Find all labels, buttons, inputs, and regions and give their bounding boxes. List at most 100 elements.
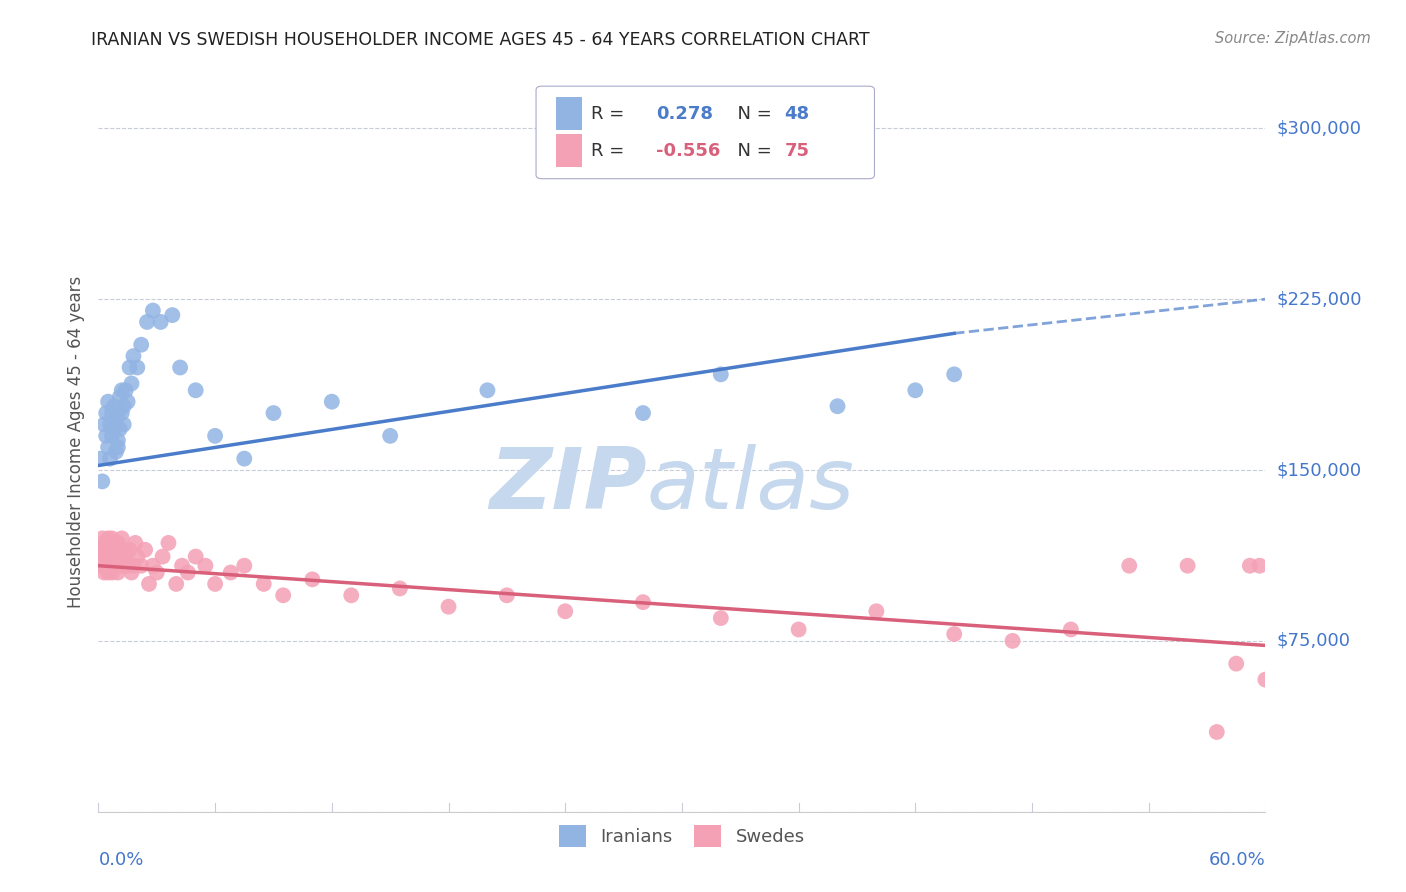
Point <box>129 337 152 351</box>
Point <box>91 532 114 546</box>
Point <box>121 566 143 580</box>
Point <box>1177 558 1199 573</box>
Point <box>114 384 136 398</box>
Point <box>97 532 120 546</box>
Text: N =: N = <box>727 142 772 160</box>
Point <box>112 399 135 413</box>
Text: 75: 75 <box>785 142 810 160</box>
Text: Source: ZipAtlas.com: Source: ZipAtlas.com <box>1215 31 1371 46</box>
Text: 60.0%: 60.0% <box>1209 851 1265 869</box>
Text: $150,000: $150,000 <box>1277 461 1361 479</box>
Point <box>943 627 966 641</box>
Point <box>107 549 129 564</box>
Point <box>91 554 114 568</box>
Point <box>380 429 402 443</box>
Point <box>943 368 966 382</box>
Point <box>904 384 927 398</box>
Point <box>93 566 115 580</box>
Point <box>1249 558 1271 573</box>
Point <box>98 536 121 550</box>
Point <box>142 303 165 318</box>
Legend: Iranians, Swedes: Iranians, Swedes <box>551 818 813 855</box>
Point <box>388 582 411 596</box>
Text: $75,000: $75,000 <box>1277 632 1351 650</box>
Point <box>96 406 118 420</box>
Point <box>117 394 139 409</box>
Point <box>91 475 114 489</box>
Point <box>93 549 115 564</box>
Point <box>96 429 118 443</box>
Point <box>162 308 184 322</box>
Point <box>107 434 129 448</box>
Point <box>98 417 121 432</box>
Point <box>101 429 124 443</box>
Point <box>1060 623 1083 637</box>
Point <box>865 604 887 618</box>
Point <box>1118 558 1140 573</box>
Point <box>1239 558 1261 573</box>
Point <box>101 542 124 557</box>
Point <box>134 542 156 557</box>
Point <box>122 349 145 363</box>
Point <box>104 444 127 458</box>
Text: R =: R = <box>591 104 636 122</box>
Text: 48: 48 <box>785 104 810 122</box>
Point <box>107 566 129 580</box>
Point <box>97 549 120 564</box>
Point <box>321 394 343 409</box>
Point <box>101 566 124 580</box>
Point <box>271 588 294 602</box>
Point <box>111 384 134 398</box>
Point <box>437 599 460 614</box>
Point <box>194 558 217 573</box>
Point <box>111 406 134 420</box>
Point <box>477 384 499 398</box>
Point <box>97 566 120 580</box>
Point <box>117 558 139 573</box>
Point <box>98 549 121 564</box>
Point <box>129 558 152 573</box>
Point <box>169 360 191 375</box>
Point <box>165 577 187 591</box>
FancyBboxPatch shape <box>536 87 875 178</box>
Point <box>97 440 120 454</box>
Text: 0.278: 0.278 <box>657 104 713 122</box>
Point <box>98 451 121 466</box>
Y-axis label: Householder Income Ages 45 - 64 years: Householder Income Ages 45 - 64 years <box>66 276 84 607</box>
Point <box>104 542 127 557</box>
Point <box>149 315 172 329</box>
Point <box>710 611 733 625</box>
Point <box>98 558 121 573</box>
Text: -0.556: -0.556 <box>657 142 721 160</box>
Point <box>97 394 120 409</box>
Point <box>112 558 135 573</box>
Point <box>114 549 136 564</box>
Point <box>136 315 159 329</box>
Point <box>219 566 242 580</box>
Point <box>103 549 125 564</box>
Point <box>103 422 125 436</box>
Point <box>107 536 129 550</box>
Point <box>233 558 256 573</box>
Text: R =: R = <box>591 142 636 160</box>
Point <box>827 399 849 413</box>
Point <box>184 384 207 398</box>
Point <box>184 549 207 564</box>
Point <box>122 558 145 573</box>
Point <box>108 422 131 436</box>
Point <box>104 413 127 427</box>
Point <box>127 549 149 564</box>
Point <box>103 399 125 413</box>
Point <box>262 406 284 420</box>
Text: 0.0%: 0.0% <box>98 851 143 869</box>
Point <box>127 360 149 375</box>
Point <box>108 542 131 557</box>
Point <box>118 542 141 557</box>
Text: $225,000: $225,000 <box>1277 290 1362 308</box>
Point <box>89 542 111 557</box>
Point <box>157 536 180 550</box>
Point <box>340 588 363 602</box>
Point <box>1205 725 1227 739</box>
Point <box>103 558 125 573</box>
Point <box>101 406 124 420</box>
